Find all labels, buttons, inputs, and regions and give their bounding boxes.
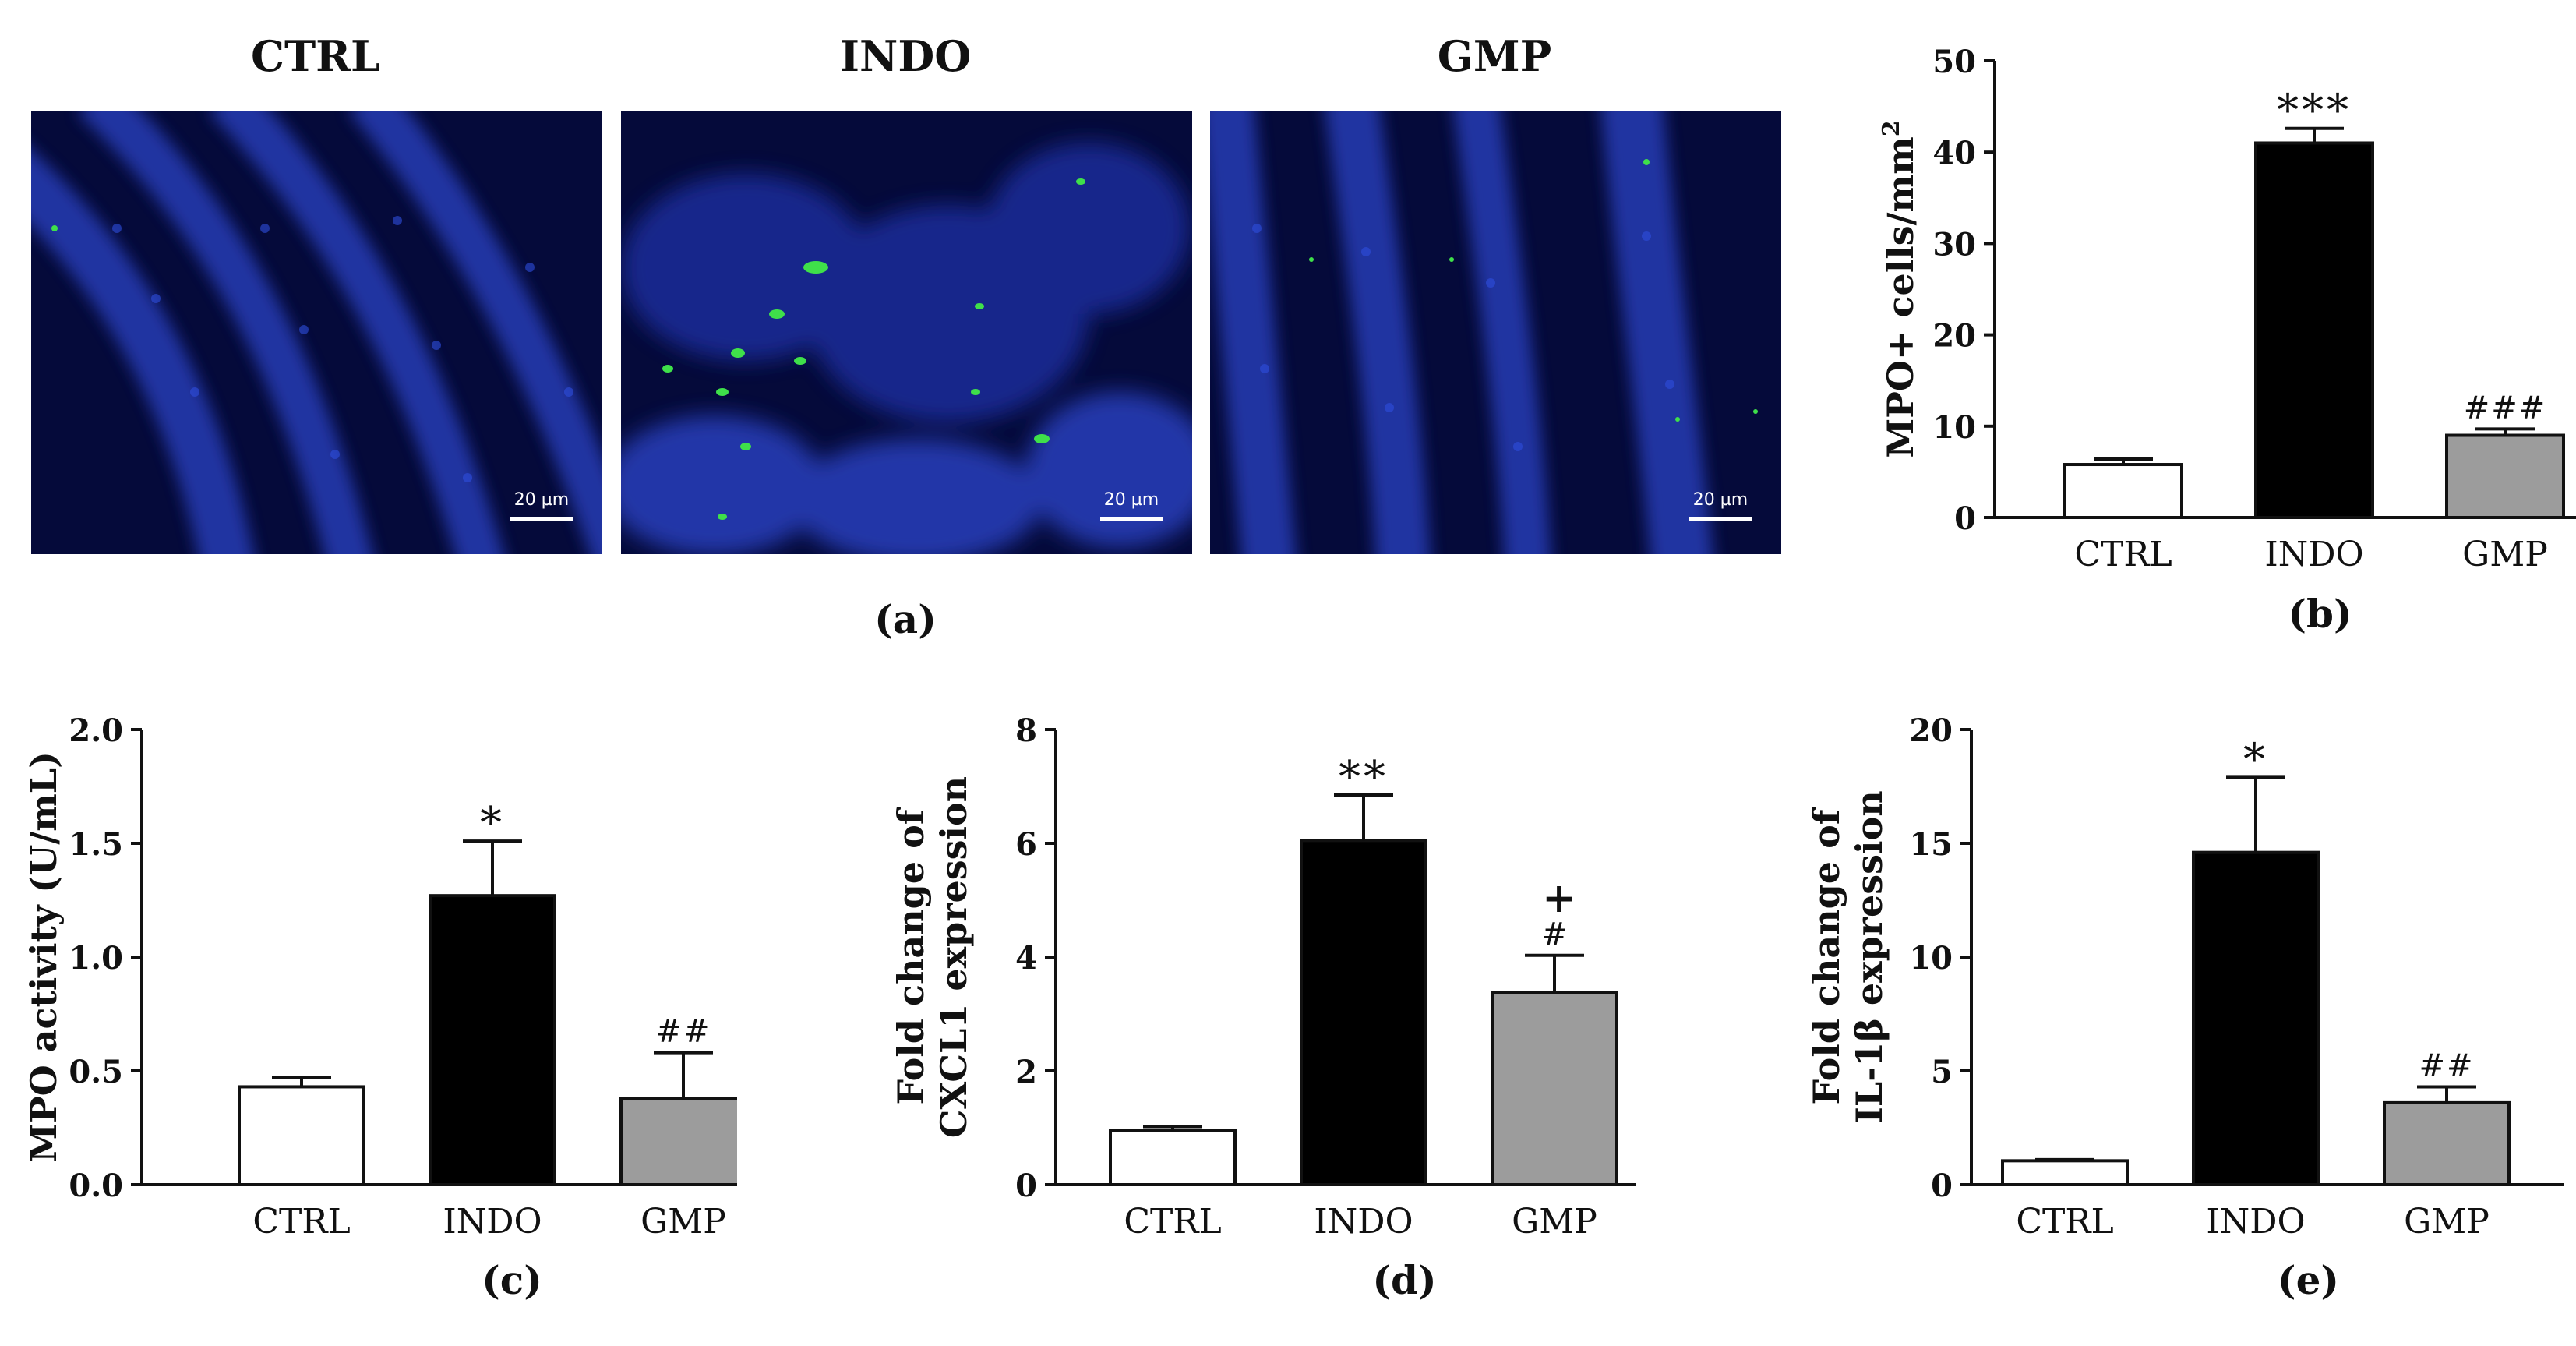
image-title-indo: INDO: [839, 31, 972, 81]
y-tick-label: 20: [1932, 318, 1976, 355]
micrograph-indo: 20 µm: [621, 111, 1192, 554]
micrograph-indo-svg: 20 µm: [621, 143, 1192, 554]
micrograph-gmp-svg: 20 µm: [1210, 111, 1758, 554]
y-tick-label: 2: [1015, 1054, 1037, 1090]
y-tick-label: 30: [1932, 226, 1976, 263]
bar-gmp: [2383, 1100, 2511, 1187]
chart-e-svg: 0 5 10 15 20 Fold change of IL-1β expression CT…: [1805, 712, 2576, 1303]
chart-b-svg: 0 10 20 30 40 50 MPO+ cells/mm2 CTRL *** INDO ### G…: [1878, 44, 2576, 637]
y-tick-label: 50: [1932, 44, 1976, 80]
y-tick-label: 1.5: [69, 826, 123, 863]
x-tick-label: CTRL: [252, 1202, 350, 1242]
bar-indo: [2192, 850, 2320, 1186]
bar-gmp: [2445, 433, 2565, 520]
x-tick-label: INDO: [443, 1202, 542, 1242]
significance-annotation: ##: [2419, 1047, 2474, 1083]
y-tick-label: 40: [1932, 135, 1976, 171]
x-tick-label: GMP: [2462, 535, 2548, 574]
y-tick-label: 0.0: [69, 1168, 123, 1204]
scalebar-label-indo: 20 µm: [1104, 490, 1159, 510]
panel-caption: (b): [2288, 591, 2352, 637]
bar-ctrl: [2001, 1159, 2129, 1187]
scalebar-label-gmp: 20 µm: [1693, 490, 1748, 510]
bar-ctrl: [238, 1085, 365, 1186]
y-tick-label: 0.5: [69, 1054, 123, 1090]
y-axis-label: Fold change of: [1805, 807, 1847, 1104]
x-tick-label: INDO: [1314, 1202, 1413, 1242]
chart-c: 0.0 0.5 1.0 1.5 2.0 MPO activity (U/mL) CTRL * I…: [0, 678, 851, 1325]
bar-ctrl: [1109, 1129, 1237, 1187]
x-tick-label: INDO: [2206, 1202, 2305, 1242]
x-tick-label: GMP: [2404, 1202, 2490, 1242]
panel-caption: (d): [1372, 1257, 1436, 1303]
bar-indo: [1300, 839, 1427, 1186]
significance-annotation: +: [1542, 874, 1576, 922]
image-title-gmp: GMP: [1437, 31, 1552, 81]
y-axis-label: MPO+ cells/mm2: [1878, 120, 1921, 457]
significance-annotation: ###: [2464, 390, 2547, 426]
y-tick-label: 20: [1909, 712, 1953, 749]
panel-a-caption: (a): [874, 596, 937, 642]
bar-gmp: [1491, 991, 1618, 1187]
y-tick-label: 0: [1931, 1168, 1953, 1204]
x-tick-label: CTRL: [2074, 535, 2172, 574]
significance-annotation: *: [2243, 734, 2268, 785]
bar-gmp: [619, 1097, 747, 1186]
x-tick-label: CTRL: [2016, 1202, 2113, 1242]
y-tick-label: 0: [1954, 500, 1976, 537]
significance-annotation: ##: [655, 1014, 711, 1050]
micrograph-ctrl-svg: 20 µm: [31, 111, 602, 554]
chart-d-svg: 0 2 4 6 8 Fold change of CXCL1 expression CTRL *…: [890, 712, 1722, 1303]
panel-caption: (e): [2278, 1257, 2339, 1303]
y-tick-label: 4: [1015, 940, 1037, 977]
y-tick-label: 5: [1931, 1054, 1953, 1090]
x-tick-label: INDO: [2264, 535, 2363, 574]
significance-annotation: *: [480, 798, 505, 849]
significance-annotation: **: [1339, 752, 1389, 803]
bar-indo: [429, 894, 556, 1186]
y-axis-label: IL-1β expression: [1848, 790, 1890, 1123]
y-tick-label: 8: [1015, 712, 1037, 749]
x-tick-label: GMP: [640, 1202, 726, 1242]
scalebar-label-ctrl: 20 µm: [514, 490, 569, 510]
significance-annotation: #: [1541, 917, 1568, 952]
y-tick-label: 0: [1015, 1168, 1037, 1204]
y-tick-label: 6: [1015, 826, 1037, 863]
chart-e: 0 5 10 15 20 Fold change of IL-1β expression CT…: [1777, 678, 2576, 1325]
panel-caption: (c): [482, 1257, 542, 1303]
y-axis-label: CXCL1 expression: [933, 776, 975, 1138]
y-tick-label: 2.0: [69, 712, 123, 749]
y-tick-label: 1.0: [69, 940, 123, 977]
chart-b: 0 10 20 30 40 50 MPO+ cells/mm2 CTRL *** INDO ### G…: [1839, 23, 2576, 670]
y-tick-label: 15: [1909, 826, 1953, 863]
image-title-ctrl: CTRL: [250, 31, 380, 81]
chart-d: 0 2 4 6 8 Fold change of CXCL1 expression CTRL *…: [857, 678, 1722, 1325]
bar-ctrl: [2063, 463, 2183, 519]
y-tick-label: 10: [1932, 409, 1976, 446]
x-tick-label: GMP: [1512, 1202, 1597, 1242]
y-axis-label: MPO activity (U/mL): [23, 751, 65, 1163]
y-axis-label: Fold change of: [890, 807, 932, 1104]
x-tick-label: CTRL: [1124, 1202, 1221, 1242]
bar-indo: [2254, 141, 2374, 519]
micrograph-gmp: 20 µm: [1210, 111, 1781, 554]
y-tick-label: 10: [1909, 940, 1953, 977]
micrograph-ctrl: 20 µm: [31, 111, 602, 554]
significance-annotation: ***: [2277, 86, 2352, 136]
